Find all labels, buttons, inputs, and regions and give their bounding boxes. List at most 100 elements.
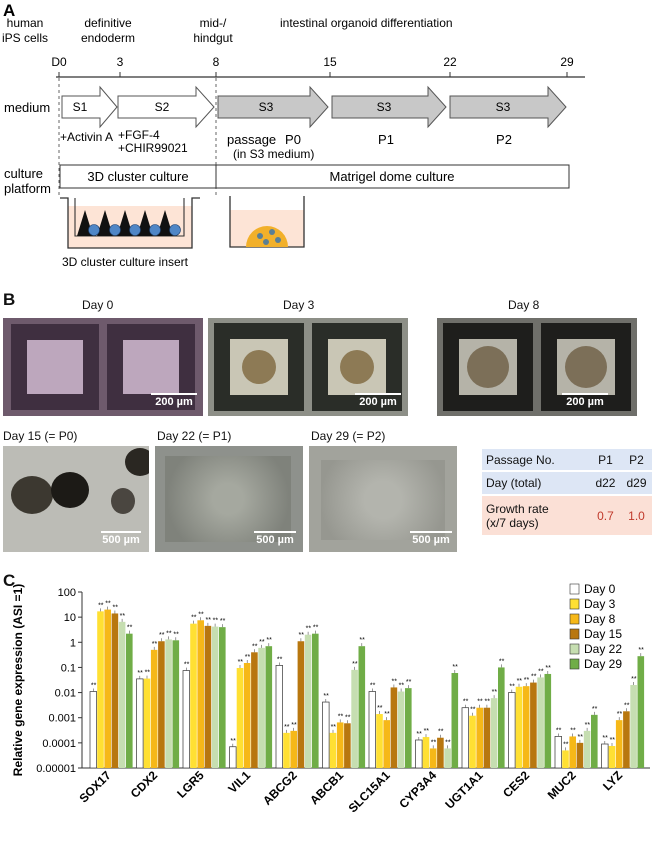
significance-mark: ** [291, 722, 297, 729]
bar-abcg2-5 [312, 633, 319, 768]
significance-mark: ** [492, 689, 498, 696]
bar-abcb1-5 [358, 646, 366, 768]
bar-ugt1a1-3 [483, 707, 491, 768]
category-label-lgr5: LGR5 [174, 768, 207, 801]
bar-vil1-1 [236, 667, 244, 768]
scale-label-day15: 500 µm [102, 534, 140, 546]
passage-note: (in S3 medium) [233, 147, 314, 161]
significance-mark: ** [602, 735, 608, 742]
y-tick-label: 100 [58, 587, 76, 599]
legend-label: Day 3 [584, 597, 616, 611]
significance-mark: ** [166, 630, 172, 637]
significance-mark: ** [431, 739, 437, 746]
bar-lyz-0 [601, 743, 609, 769]
significance-mark: ** [152, 641, 158, 648]
significance-mark: ** [517, 678, 523, 685]
significance-mark: ** [438, 729, 444, 736]
significance-mark: ** [105, 601, 111, 608]
y-tick-label: 0.1 [61, 662, 76, 674]
table-header-p2: P2 [629, 452, 644, 467]
platform-label-line2: platform [4, 181, 51, 196]
bar-vil1-3 [251, 652, 258, 768]
micrograph-day22 [155, 446, 303, 552]
scale-bar-day3: 200 µm [355, 393, 401, 408]
cluster-insert-illustration [60, 197, 200, 249]
category-label-lyz: LYZ [600, 768, 625, 793]
bar-sox17-2 [104, 609, 111, 768]
significance-mark: ** [266, 637, 272, 644]
significance-mark: ** [184, 662, 190, 669]
y-axis-label: Relative gene expression (ASI =1) [11, 584, 25, 776]
significance-mark: ** [377, 705, 383, 712]
significance-mark: ** [127, 625, 133, 632]
y-tick-label: 0.001 [48, 713, 76, 725]
factor-fgf4: +FGF-4 [118, 128, 160, 142]
category-label-ces2: CES2 [500, 768, 532, 800]
medium-s3-label-3: S3 [496, 100, 511, 114]
medium-s1-label: S1 [73, 100, 88, 114]
significance-mark: ** [238, 659, 244, 666]
significance-mark: ** [445, 739, 451, 746]
significance-mark: ** [298, 632, 304, 639]
bar-ces2-5 [544, 673, 552, 768]
significance-mark: ** [145, 670, 151, 677]
scale-bar-day15: 500 µm [101, 531, 141, 546]
category-label-sox17: SOX17 [76, 768, 113, 805]
bar-ces2-2 [522, 686, 530, 768]
bar-abcg2-2 [290, 730, 297, 768]
bar-abcb1-1 [329, 732, 337, 768]
bar-abcg2-1 [283, 732, 290, 768]
platform-3d-cluster: 3D cluster culture [87, 169, 188, 184]
significance-mark: ** [205, 617, 211, 624]
significance-mark: ** [638, 647, 644, 654]
significance-mark: ** [173, 631, 179, 638]
scale-label-day29: 500 µm [412, 534, 450, 546]
passage-p2: P2 [496, 132, 512, 147]
significance-mark: ** [191, 615, 197, 622]
bar-ugt1a1-4 [490, 698, 498, 768]
bar-abcb1-3 [344, 723, 351, 768]
bar-cdx2-0 [136, 678, 144, 769]
legend-swatch [569, 658, 580, 670]
bar-muc2-0 [554, 736, 562, 769]
bar-slc15a1-5 [405, 688, 412, 768]
bar-muc2-1 [562, 750, 569, 768]
bar-lyz-5 [637, 656, 645, 768]
bar-cdx2-3 [158, 641, 165, 768]
micrograph-day29 [309, 446, 457, 552]
significance-mark: ** [470, 707, 476, 714]
bar-lyz-1 [608, 745, 616, 768]
y-tick-label: 0.0001 [42, 738, 76, 750]
bar-abcg2-3 [297, 641, 305, 768]
platform-matrigel: Matrigel dome culture [330, 169, 455, 184]
bar-vil1-0 [229, 746, 237, 769]
legend-label: Day 29 [584, 657, 622, 671]
significance-mark: ** [484, 699, 490, 706]
significance-mark: ** [137, 670, 143, 677]
significance-mark: ** [345, 714, 351, 721]
category-label-cdx2: CDX2 [128, 768, 161, 801]
significance-mark: ** [352, 661, 358, 668]
significance-mark: ** [213, 618, 219, 625]
table-cell-d22: d22 [595, 476, 616, 490]
stage-de-line2: endoderm [81, 31, 135, 45]
medium-s3-label-2: S3 [377, 100, 392, 114]
bar-sox17-4 [118, 621, 126, 768]
passage-p1: P1 [378, 132, 394, 147]
day-0: D0 [51, 55, 67, 69]
matrigel-dome-illustration [229, 196, 305, 248]
micrograph-day0 [3, 318, 203, 416]
significance-mark: ** [323, 693, 329, 700]
significance-mark: ** [610, 737, 616, 744]
bar-ugt1a1-2 [476, 707, 483, 768]
bar-cdx2-4 [165, 639, 172, 768]
medium-s2-label: S2 [155, 100, 170, 114]
day15-label: Day 15 (= P0) [3, 429, 78, 443]
significance-mark: ** [391, 678, 397, 685]
significance-mark: ** [331, 724, 337, 731]
category-label-vil1: VIL1 [225, 768, 253, 796]
category-label-abcg2: ABCG2 [260, 768, 300, 808]
passage-p0: P0 [285, 132, 301, 147]
scale-bar-day29: 500 µm [410, 531, 452, 546]
significance-mark: ** [399, 683, 405, 690]
